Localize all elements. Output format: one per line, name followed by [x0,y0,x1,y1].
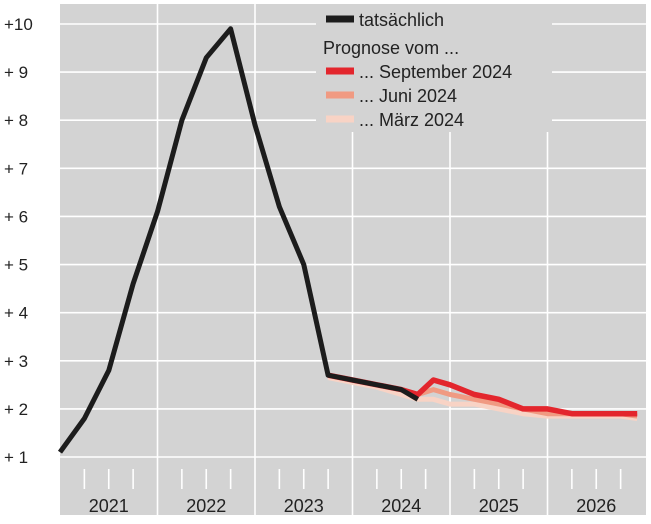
series-line-tatsächlich [57,26,420,454]
y-tick-label: +10 [4,15,33,34]
y-tick-label: + 4 [4,304,28,323]
y-tick-label: + 1 [4,448,28,467]
y-tick-label: + 3 [4,352,28,371]
x-tick-label-2024: 2024 [381,496,421,516]
legend: tatsächlich Prognose vom ... ... Septemb… [316,4,552,132]
y-tick-label: + 6 [4,207,28,226]
x-tick-label-2021: 2021 [89,496,129,516]
legend-label-maerz: ... März 2024 [359,110,464,130]
legend-label-juni: ... Juni 2024 [359,86,457,106]
y-axis-ticks: +10 + 9 + 8 + 7 + 6 + 5 + 4 + 3 + 2 + 1 [4,15,33,467]
legend-label-tatsaechlich: tatsächlich [359,10,444,30]
x-tick-label-2025: 2025 [479,496,519,516]
x-axis-ticks: 2021 2022 2023 2024 2025 2026 [83,469,622,516]
x-tick-label-2022: 2022 [186,496,226,516]
legend-background [316,4,552,132]
y-tick-label: + 9 [4,63,28,82]
x-tick-label-2023: 2023 [284,496,324,516]
y-tick-label: + 8 [4,111,28,130]
y-tick-label: + 7 [4,159,28,178]
legend-heading: Prognose vom ... [323,38,459,58]
y-tick-label: + 5 [4,256,28,275]
series-lines [57,26,638,454]
legend-label-september: ... September 2024 [359,62,512,82]
x-tick-label-2026: 2026 [576,496,616,516]
y-tick-label: + 2 [4,400,28,419]
